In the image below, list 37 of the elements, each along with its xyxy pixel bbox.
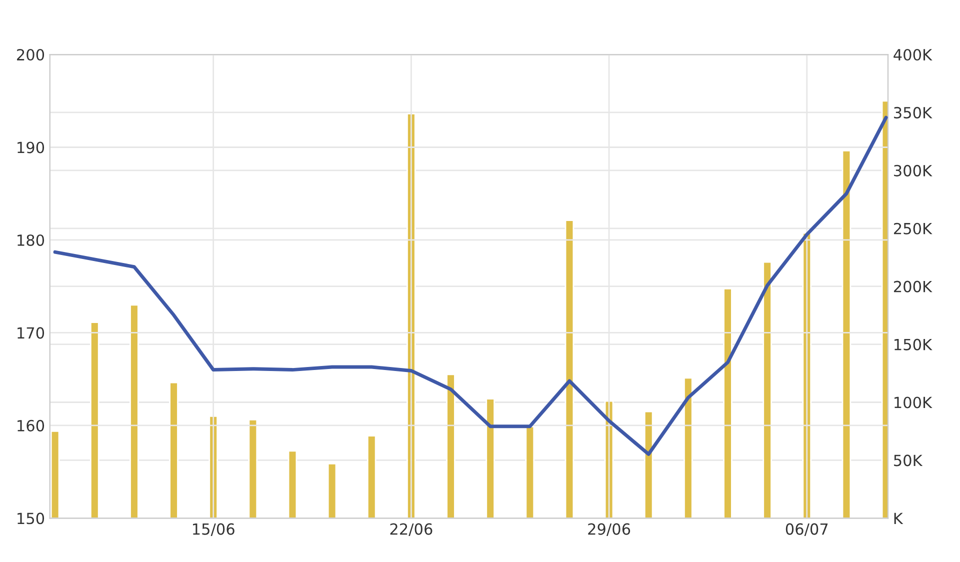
bar bbox=[327, 462, 337, 518]
bar bbox=[723, 288, 732, 518]
line-series bbox=[53, 116, 888, 456]
bar bbox=[525, 426, 535, 518]
y2-tick-label: 200K bbox=[894, 280, 932, 292]
bar bbox=[446, 374, 456, 518]
bar bbox=[486, 398, 495, 518]
bar bbox=[288, 450, 298, 518]
bar bbox=[90, 322, 100, 518]
y2-tick-label: 150K bbox=[894, 338, 932, 350]
y-tick-label: 190 bbox=[18, 142, 44, 154]
bar bbox=[169, 382, 178, 518]
y2-tick-label: 350K bbox=[894, 106, 932, 118]
y-tick-label: 170 bbox=[18, 327, 44, 339]
y2-tick-label: 50K bbox=[894, 454, 923, 466]
y2-tick-label: K bbox=[894, 512, 904, 524]
bar bbox=[366, 435, 376, 518]
y2-tick-label: 100K bbox=[894, 396, 932, 408]
y2-tick-label: 400K bbox=[894, 48, 932, 61]
x-tick-label: 15/06 bbox=[193, 523, 234, 536]
y-tick-label: 180 bbox=[18, 234, 44, 246]
y2-tick-label: 300K bbox=[894, 164, 932, 176]
y-tick-label: 150 bbox=[18, 512, 44, 524]
x-tick-label: 22/06 bbox=[390, 523, 432, 536]
y-tick-label: 160 bbox=[18, 420, 44, 432]
bar bbox=[130, 304, 139, 518]
y2-tick-label: 250K bbox=[894, 222, 932, 234]
bar bbox=[564, 220, 574, 518]
bar bbox=[762, 261, 772, 518]
bar bbox=[644, 410, 654, 518]
bar bbox=[248, 418, 258, 518]
bar bbox=[684, 377, 693, 518]
x-tick-label: 29/06 bbox=[588, 523, 630, 536]
bar bbox=[50, 430, 60, 518]
bar bbox=[842, 150, 852, 518]
x-tick-label: 06/07 bbox=[786, 523, 828, 536]
y-tick-label: 200 bbox=[17, 48, 44, 61]
